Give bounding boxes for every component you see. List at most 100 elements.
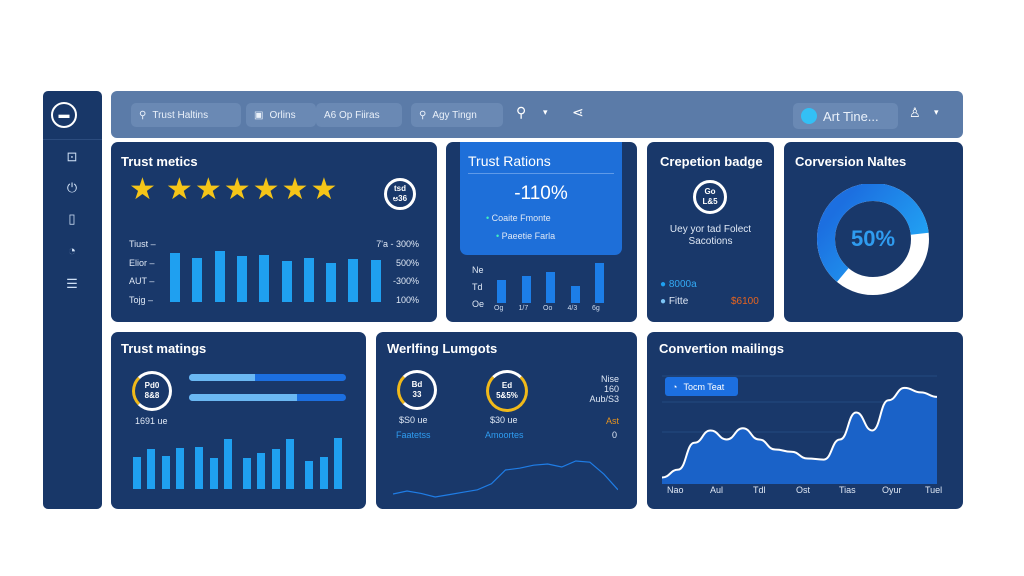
sidebar: ▬ ⊡ ⏻ ▯ ◔ ☰ xyxy=(43,91,102,509)
card-title: Werlfing Lumgots xyxy=(387,341,498,356)
power-icon[interactable]: ⏻ xyxy=(66,180,78,195)
y-label: 7'a - 300% xyxy=(376,239,419,249)
y-label: Elior – xyxy=(129,257,155,268)
document-icon[interactable]: ▯ xyxy=(68,211,76,226)
bar xyxy=(259,254,270,302)
ring-label: Amoortes xyxy=(485,430,524,440)
filter-button[interactable]: ◔ Tocm Teat xyxy=(665,377,738,396)
bar xyxy=(303,257,314,302)
ring-text: 5&5% xyxy=(496,391,518,400)
y-label: AUT – xyxy=(129,276,155,286)
star-icon: ★ xyxy=(281,173,311,206)
x-label: 6g xyxy=(592,305,600,312)
card-title: Convertion mailings xyxy=(659,341,784,356)
trust-ratings-card: Trust matings Pd0 8&8 1691 ue xyxy=(111,332,366,509)
x-label: Ost xyxy=(796,485,811,495)
user-icon[interactable]: ♙ xyxy=(909,105,921,120)
bar xyxy=(195,447,204,489)
clock-icon: ◔ xyxy=(672,381,678,392)
ring-value: $30 ue xyxy=(490,415,518,425)
share-icon[interactable]: ⋖ xyxy=(572,104,584,120)
card-title: Crepetion badge xyxy=(660,154,763,169)
tab-label: Agy Tingn xyxy=(432,109,477,121)
conversion-rates-card: Corversion Naltes 50% xyxy=(784,142,963,322)
bar xyxy=(595,263,604,303)
divider xyxy=(43,139,102,140)
search-icon[interactable]: ⚲ xyxy=(516,104,527,120)
ring-text: 33 xyxy=(412,390,422,399)
score-badge: tsd ಅ36 xyxy=(384,178,416,210)
area-fill xyxy=(662,387,937,484)
tab-search[interactable]: ⚲ Agy Tingn xyxy=(411,103,503,127)
description: Uey yor tad Folect Sacotions xyxy=(669,224,752,247)
area-chart xyxy=(661,375,938,484)
x-label: 4/3 xyxy=(567,305,578,312)
chevron-down-icon[interactable]: ▾ xyxy=(543,107,548,117)
star-icon: ★ xyxy=(129,173,158,206)
y-labels: Ne Td Oe xyxy=(472,262,484,313)
star-rating: ★ ★★★★★★ xyxy=(129,172,339,207)
bar xyxy=(326,262,337,302)
button-label: Tocm Teat xyxy=(683,381,725,392)
bar xyxy=(243,457,252,489)
verifying-card: Werlfing Lumgots Bd 33 $S0 ue Faatetss Ed… xyxy=(376,332,637,509)
x-label: Aul xyxy=(710,485,724,495)
bar xyxy=(214,250,225,302)
tab-trust-ratings[interactable]: ⚲ Trust Haltins xyxy=(131,103,241,127)
chart-icon[interactable]: ⊡ xyxy=(66,149,78,164)
profile-button[interactable]: Art Tine... xyxy=(793,103,898,129)
bar xyxy=(497,279,506,303)
item-label: Paeetie Farla xyxy=(501,231,556,241)
card-title: Corversion Naltes xyxy=(795,154,907,169)
y-label: 500% xyxy=(395,257,419,268)
bar xyxy=(281,260,292,302)
side-text: Nise 160 Aub/S3 xyxy=(589,374,619,404)
star-icon: ★ xyxy=(223,173,253,206)
donut-value: 50% xyxy=(850,226,896,251)
bar xyxy=(286,438,294,489)
topbar: ⚲ Trust Haltins ▣ Orlins A6 Op Fiiras ⚲ Agy… xyxy=(111,91,963,138)
pin-icon: ⚲ xyxy=(139,109,147,121)
ring-label: 1691 ue xyxy=(135,416,168,426)
side-value: 0 xyxy=(611,430,617,440)
x-label: 1/7 xyxy=(518,305,529,312)
x-label: Oo xyxy=(543,305,553,312)
ring-text: Ed xyxy=(501,381,513,390)
legend-label: Fitte xyxy=(668,296,689,307)
bar xyxy=(570,286,580,303)
bar xyxy=(175,447,184,489)
metric-value: -110% xyxy=(514,183,568,204)
ring-text: Bd xyxy=(411,380,423,389)
tab-files[interactable]: A6 Op Fiiras xyxy=(316,103,402,127)
highlight-panel: Trust Rations -110% • Coaite Fmonte • Pa… xyxy=(460,142,622,255)
bar xyxy=(546,271,555,303)
badge: Go L&5 xyxy=(693,180,727,214)
card-title: Trust matings xyxy=(121,341,207,356)
bar xyxy=(271,448,280,489)
star-icon: ★ xyxy=(194,173,224,206)
y-label: -300% xyxy=(392,276,419,286)
badge-text: ಅ36 xyxy=(392,194,408,203)
x-label: Oyur xyxy=(882,485,902,495)
list-icon[interactable]: ☰ xyxy=(66,276,78,291)
ring-label: Faatetss xyxy=(396,430,431,440)
line-chart xyxy=(393,460,618,498)
item-label: Coaite Fmonte xyxy=(491,213,551,223)
x-label: Og xyxy=(494,305,504,312)
bar xyxy=(333,438,342,489)
chevron-down-icon[interactable]: ▾ xyxy=(934,107,939,117)
star-icon: ★ xyxy=(310,173,340,206)
ring-value: $S0 ue xyxy=(399,415,428,425)
y-labels: Tiust – Elior – AUT – Tojg – xyxy=(129,235,156,309)
tab-options[interactable]: ▣ Orlins xyxy=(246,103,316,127)
gauge-icon[interactable]: ◔ xyxy=(68,243,76,258)
progress-fill xyxy=(189,394,298,401)
tab-label: A6 Op Fiiras xyxy=(324,109,380,121)
briefcase-icon[interactable]: ▬ xyxy=(51,102,77,128)
bar xyxy=(170,252,180,302)
tab-label: Orlins xyxy=(269,109,296,121)
y-label: Oe xyxy=(472,299,485,309)
y-label: Td xyxy=(472,282,483,292)
side-accent: Ast xyxy=(605,416,619,426)
progress-bar xyxy=(189,394,346,401)
